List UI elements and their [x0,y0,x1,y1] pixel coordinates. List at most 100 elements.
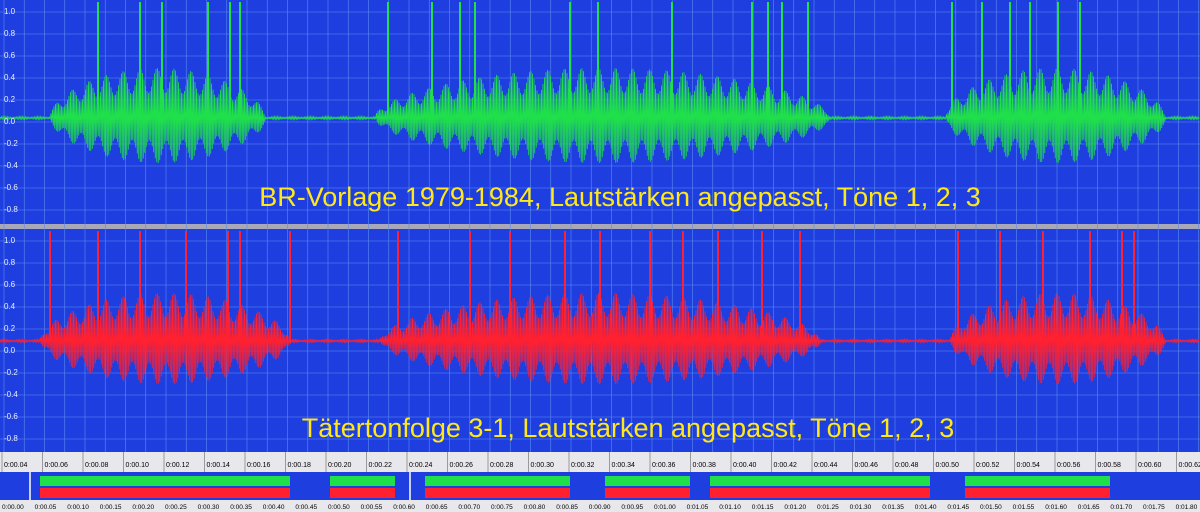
overview-label: 0:00.90 [589,504,611,511]
ruler-label: 0:00.06 [45,462,68,469]
ruler-label: 0:00.18 [288,462,311,469]
ruler-label: 0:00.58 [1098,462,1121,469]
overview-wave [425,488,570,498]
ruler-label: 0:00.56 [1057,462,1080,469]
overview-label: 0:00.65 [426,504,448,511]
ruler-label: 0:00.42 [774,462,797,469]
ruler-label: 0:00.28 [490,462,513,469]
y-tick-label: 1.0 [4,236,16,245]
overview-label: 0:01.65 [1078,504,1100,511]
overview-wave [605,476,690,486]
overview-label: 0:00.35 [230,504,252,511]
overview-wave [40,476,290,486]
ruler-label: 0:00.32 [571,462,594,469]
overview-label: 0:00.85 [556,504,578,511]
overview-label: 0:01.40 [915,504,937,511]
overview-label: 0:01.30 [850,504,872,511]
overview-label: 0:00.15 [100,504,122,511]
overview-wave [965,476,1110,486]
overview-wave [605,488,690,498]
overview-label: 0:00.75 [491,504,513,511]
ruler-label: 0:00.14 [207,462,230,469]
ruler-label: 0:00.52 [976,462,999,469]
ruler-label: 0:00.08 [85,462,108,469]
ruler-label: 0:00.50 [936,462,959,469]
overview-label: 0:00.10 [67,504,89,511]
overview-label: 0:00.05 [35,504,57,511]
overview-wave [965,488,1110,498]
ruler-label: 0:00.20 [328,462,351,469]
overview-label: 0:01.10 [719,504,741,511]
overview-wave [425,476,570,486]
ruler-label: 0:00.16 [247,462,270,469]
ruler-label: 0:00.46 [855,462,878,469]
ruler-label: 0:00.10 [126,462,149,469]
y-tick-label: -0.4 [4,161,18,170]
ruler-label: 0:00.38 [693,462,716,469]
overview-label: 0:01.15 [752,504,774,511]
y-tick-label: 0.0 [4,346,16,355]
overview-wave [710,476,930,486]
overview-label: 0:01.70 [1110,504,1132,511]
overview-label: 0:01.80 [1176,504,1198,511]
overview-label: 0:00.55 [361,504,383,511]
overview-label: 0:00.40 [263,504,285,511]
overview-label: 0:00.30 [198,504,220,511]
ruler-label: 0:00.36 [652,462,675,469]
separator [0,224,1200,229]
overview-wave [330,488,395,498]
y-tick-label: -0.8 [4,205,18,214]
overview-label: 0:00.70 [458,504,480,511]
overview-label: 0:00.60 [393,504,415,511]
overview-label: 0:01.60 [1045,504,1067,511]
y-tick-label: 0.2 [4,95,16,104]
y-tick-label: -0.2 [4,368,18,377]
ruler-label: 0:00.22 [369,462,392,469]
ruler-label: 0:00.40 [733,462,756,469]
overview-label: 0:00.00 [2,504,24,511]
caption: BR-Vorlage 1979-1984, Lautstärken angepa… [259,182,981,212]
ruler-label: 0:00.60 [1138,462,1161,469]
ruler-label: 0:00.04 [4,462,27,469]
y-tick-label: 0.0 [4,117,16,126]
y-tick-label: 0.4 [4,73,16,82]
y-tick-label: 0.2 [4,324,16,333]
overview-label: 0:01.20 [784,504,806,511]
overview-wave [710,488,930,498]
y-tick-label: -0.6 [4,412,18,421]
overview-label: 0:00.20 [132,504,154,511]
overview-label: 0:00.50 [328,504,350,511]
y-tick-label: -0.6 [4,183,18,192]
overview-label: 0:01.55 [1013,504,1035,511]
ruler-label: 0:00.44 [814,462,837,469]
ruler-label: 0:00.62 [1179,462,1200,469]
overview-wave [330,476,395,486]
y-tick-label: 1.0 [4,7,16,16]
y-tick-label: 0.4 [4,302,16,311]
overview-label: 0:01.45 [947,504,969,511]
ruler-label: 0:00.12 [166,462,189,469]
ruler-label: 0:00.48 [895,462,918,469]
ruler-label: 0:00.26 [450,462,473,469]
y-tick-label: -0.4 [4,390,18,399]
y-tick-label: 0.8 [4,29,16,38]
ruler-label: 0:00.30 [531,462,554,469]
y-tick-label: 0.6 [4,280,16,289]
y-tick-label: -0.8 [4,434,18,443]
y-tick-label: 0.8 [4,258,16,267]
overview-label: 0:01.25 [817,504,839,511]
overview-label: 0:01.50 [980,504,1002,511]
overview-ruler-bg [0,500,1200,512]
caption: Tätertonfolge 3-1, Lautstärken angepasst… [302,413,954,443]
ruler-label: 0:00.24 [409,462,432,469]
overview-label: 0:01.35 [882,504,904,511]
overview-label: 0:00.95 [621,504,643,511]
ruler-label: 0:00.54 [1017,462,1040,469]
overview-label: 0:00.45 [295,504,317,511]
overview-label: 0:00.80 [524,504,546,511]
ruler-bg [0,452,1200,472]
overview-label: 0:01.00 [654,504,676,511]
overview-label: 0:00.25 [165,504,187,511]
